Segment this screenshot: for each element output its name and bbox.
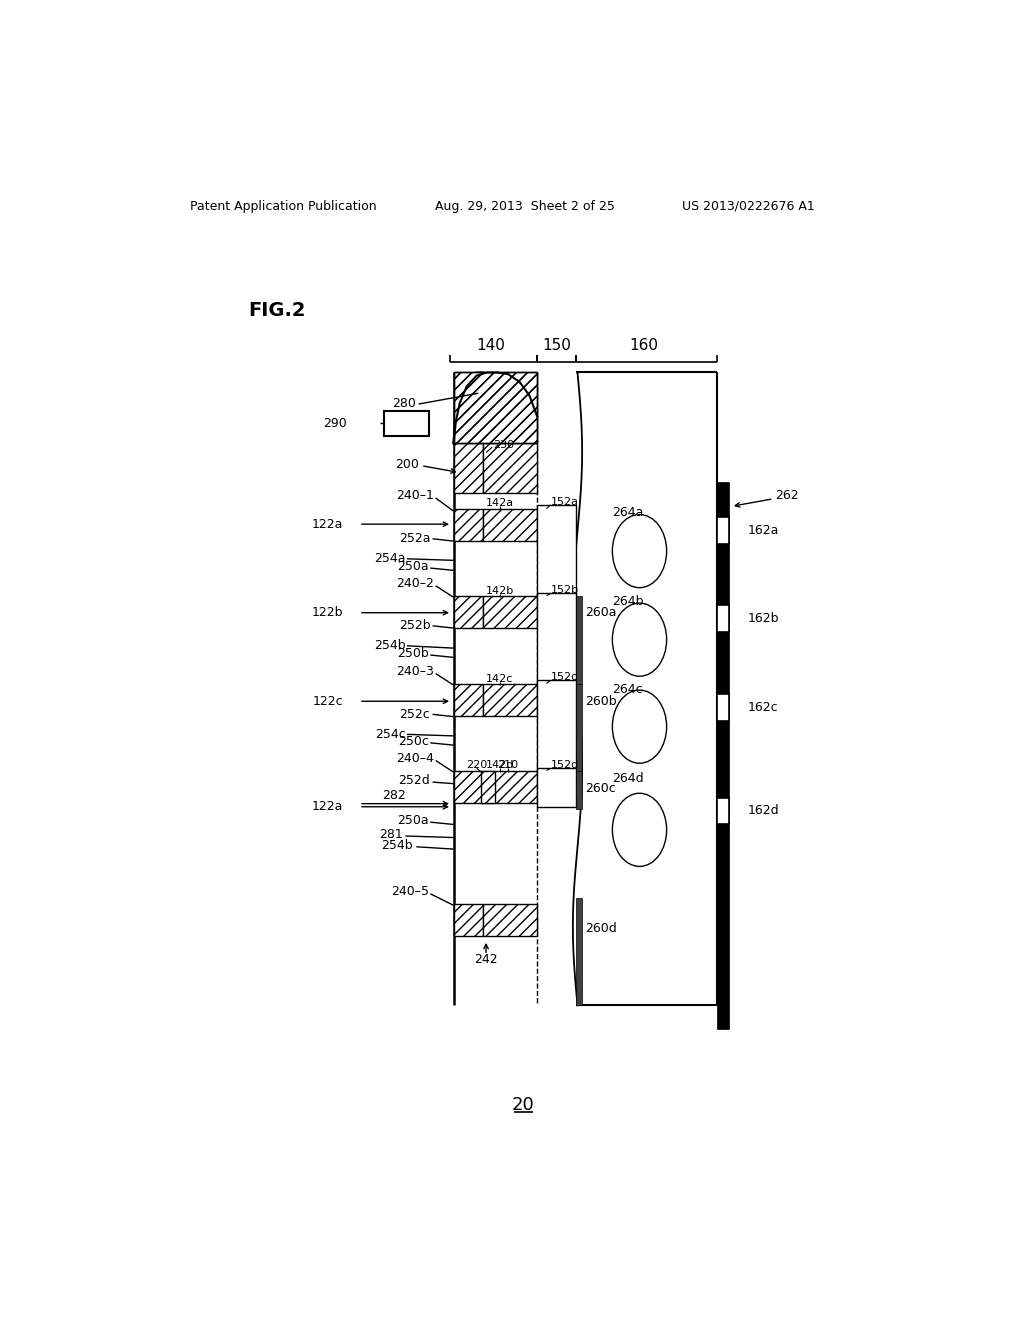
Text: 252b: 252b (398, 619, 430, 632)
Text: 122b: 122b (312, 606, 343, 619)
Bar (483, 444, 538, 494)
Text: 264c: 264c (612, 684, 643, 696)
Text: 281: 281 (379, 828, 403, 841)
Text: 240–3: 240–3 (396, 665, 434, 677)
Text: 254c: 254c (375, 727, 406, 741)
Bar (454, 444, 483, 494)
Bar (483, 508, 538, 541)
Text: 254a: 254a (374, 552, 406, 565)
Text: 142a: 142a (486, 498, 514, 508)
Text: 290: 290 (323, 417, 346, 430)
Text: 142c: 142c (486, 675, 514, 684)
Text: 260b: 260b (586, 694, 616, 708)
Bar (538, 506, 575, 595)
Text: 254b: 254b (382, 838, 414, 851)
Bar (454, 372, 538, 444)
Text: 142d: 142d (485, 760, 514, 770)
Text: Patent Application Publication: Patent Application Publication (189, 199, 376, 213)
Bar (454, 595, 483, 628)
Text: 252a: 252a (398, 532, 430, 545)
Text: 152b: 152b (551, 585, 580, 595)
Text: 260d: 260d (586, 921, 617, 935)
Text: 240–2: 240–2 (396, 577, 434, 590)
Bar (483, 684, 538, 715)
Bar (454, 372, 538, 444)
Bar (538, 594, 575, 684)
Text: 160: 160 (629, 338, 657, 352)
Text: 240–4: 240–4 (396, 751, 434, 764)
Text: 240–1: 240–1 (396, 490, 434, 502)
Text: 210: 210 (498, 760, 518, 770)
Text: 250c: 250c (398, 735, 429, 748)
Text: 162b: 162b (748, 611, 779, 624)
Text: 152c: 152c (551, 672, 579, 682)
Bar (454, 508, 483, 541)
Text: 122a: 122a (312, 800, 343, 813)
Bar (717, 517, 729, 544)
Text: 162d: 162d (748, 804, 779, 817)
Bar (483, 595, 538, 628)
Text: 122c: 122c (312, 694, 343, 708)
Text: 152d: 152d (551, 760, 580, 770)
Text: 230: 230 (493, 440, 514, 450)
Bar (575, 684, 583, 772)
Text: 200: 200 (394, 458, 419, 471)
Text: 20: 20 (512, 1097, 535, 1114)
Text: US 2013/0222676 A1: US 2013/0222676 A1 (682, 199, 814, 213)
Bar (454, 771, 483, 803)
Text: 162a: 162a (748, 524, 779, 537)
Text: 150: 150 (542, 338, 571, 352)
Text: 140: 140 (476, 338, 505, 352)
Bar (384, 411, 429, 437)
Bar (480, 771, 495, 803)
Bar (483, 771, 538, 803)
Text: 152a: 152a (551, 496, 580, 507)
Bar (538, 681, 575, 771)
Text: 242: 242 (474, 953, 498, 966)
Bar (575, 771, 583, 809)
Bar (483, 904, 538, 936)
Text: FIG.2: FIG.2 (248, 301, 305, 321)
Text: 250a: 250a (397, 814, 429, 828)
Text: 250a: 250a (397, 560, 429, 573)
Text: 252d: 252d (398, 774, 430, 787)
Text: 252c: 252c (399, 708, 430, 721)
Bar (717, 694, 729, 721)
Text: 122a: 122a (312, 517, 343, 531)
Text: 260a: 260a (586, 606, 616, 619)
Bar (717, 797, 729, 825)
Bar (454, 684, 483, 715)
Text: 280: 280 (392, 397, 417, 409)
Text: 250b: 250b (397, 647, 429, 660)
Text: 264d: 264d (612, 772, 644, 785)
Text: 240–5: 240–5 (391, 884, 429, 898)
Text: 264a: 264a (612, 506, 644, 519)
Text: 220: 220 (466, 760, 487, 770)
Text: 142b: 142b (485, 586, 514, 597)
Text: 264b: 264b (612, 594, 644, 607)
Text: 262: 262 (775, 490, 799, 502)
Bar (538, 768, 575, 807)
Bar (717, 482, 729, 1028)
Bar (575, 898, 583, 1006)
Bar (575, 595, 583, 684)
Text: 282: 282 (382, 789, 406, 803)
Bar (454, 904, 483, 936)
Text: Aug. 29, 2013  Sheet 2 of 25: Aug. 29, 2013 Sheet 2 of 25 (435, 199, 614, 213)
Text: 254b: 254b (374, 639, 406, 652)
Text: 162c: 162c (748, 701, 778, 714)
Text: 260c: 260c (586, 781, 616, 795)
Bar (717, 605, 729, 632)
